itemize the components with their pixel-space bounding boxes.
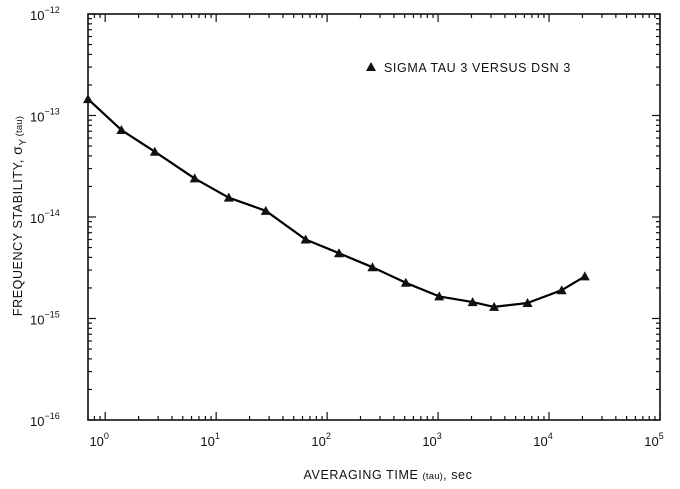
y-axis-label-prefix: FREQUENCY STABILITY, (11, 155, 25, 316)
series-line (87, 98, 586, 308)
data-point-triangle (579, 271, 590, 281)
x-tick-label: 100 (89, 431, 108, 449)
y-tick-label-base: 10 (30, 110, 44, 125)
x-tick-label: 102 (311, 431, 330, 449)
legend-marker-triangle (366, 62, 376, 71)
legend-label: SIGMA TAU 3 VERSUS DSN 3 (384, 61, 571, 75)
plot-frame (87, 13, 661, 421)
x-tick-label-base: 10 (533, 434, 547, 449)
x-axis-label-tau: (tau) (423, 471, 444, 482)
data-point-triangle (149, 146, 160, 156)
x-tick-label-base: 10 (644, 434, 658, 449)
y-tick-label-exponent: −13 (44, 107, 59, 117)
data-point-triangle (434, 291, 445, 301)
data-point-triangle (522, 298, 533, 308)
x-tick-labels: 100 101 102 103 104 105 (89, 431, 663, 449)
data-point-triangle (334, 248, 345, 258)
x-tick-label-exponent: 3 (437, 431, 442, 441)
x-axis-label: AVERAGING TIME (tau), sec (304, 468, 473, 482)
y-tick-label-base: 10 (30, 313, 44, 328)
y-axis-label-sigma: σ (9, 146, 25, 155)
x-tick-label-exponent: 4 (548, 431, 553, 441)
x-tick-label-exponent: 2 (326, 431, 331, 441)
x-tick-label-exponent: 1 (215, 431, 220, 441)
x-tick-label: 105 (644, 431, 663, 449)
data-point-triangle (300, 234, 311, 244)
x-axis-label-suffix: , sec (443, 468, 472, 482)
data-point-triangle (489, 301, 500, 311)
x-tick-label-base: 10 (311, 434, 325, 449)
y-tick-label: 10−14 (30, 208, 60, 226)
x-tick-label-exponent: 0 (104, 431, 109, 441)
data-point-triangle (556, 285, 567, 295)
y-axis-label-tau: (tau) (14, 116, 25, 137)
data-point-triangle (400, 277, 411, 287)
x-tick-label-base: 10 (89, 434, 103, 449)
y-tick-label-base: 10 (30, 8, 44, 23)
data-point-triangle (223, 192, 234, 202)
y-tick-label-base: 10 (30, 211, 44, 226)
y-tick-label-base: 10 (30, 414, 44, 429)
y-tick-label-exponent: −16 (44, 411, 59, 421)
y-tick-label: 10−13 (30, 107, 60, 125)
y-tick-label-exponent: −15 (44, 310, 59, 320)
axis-ticks (87, 13, 661, 421)
data-point-triangle (467, 297, 478, 307)
legend-triangle-icon (366, 62, 376, 71)
y-axis-label-subscript: Y (18, 138, 29, 145)
data-point-triangle (83, 94, 93, 104)
x-tick-label-exponent: 5 (659, 431, 664, 441)
x-tick-label-base: 10 (200, 434, 214, 449)
y-tick-label-exponent: −12 (44, 5, 59, 15)
x-tick-label: 104 (533, 431, 552, 449)
y-tick-label: 10−16 (30, 411, 60, 429)
y-tick-label: 10−15 (30, 310, 60, 328)
data-point-triangle (116, 124, 127, 134)
x-axis-label-prefix: AVERAGING TIME (304, 468, 423, 482)
x-tick-label: 101 (200, 431, 219, 449)
data-point-triangle (367, 262, 378, 272)
x-tick-label: 103 (422, 431, 441, 449)
series-layer (83, 94, 590, 311)
data-point-triangle (189, 173, 200, 183)
y-tick-label-exponent: −14 (44, 208, 59, 218)
data-point-triangle (260, 205, 271, 215)
y-axis-label: FREQUENCY STABILITY, σY(tau) (9, 116, 29, 316)
x-tick-label-base: 10 (422, 434, 436, 449)
y-tick-label: 10−12 (30, 5, 60, 23)
legend: SIGMA TAU 3 VERSUS DSN 3 (366, 61, 571, 75)
